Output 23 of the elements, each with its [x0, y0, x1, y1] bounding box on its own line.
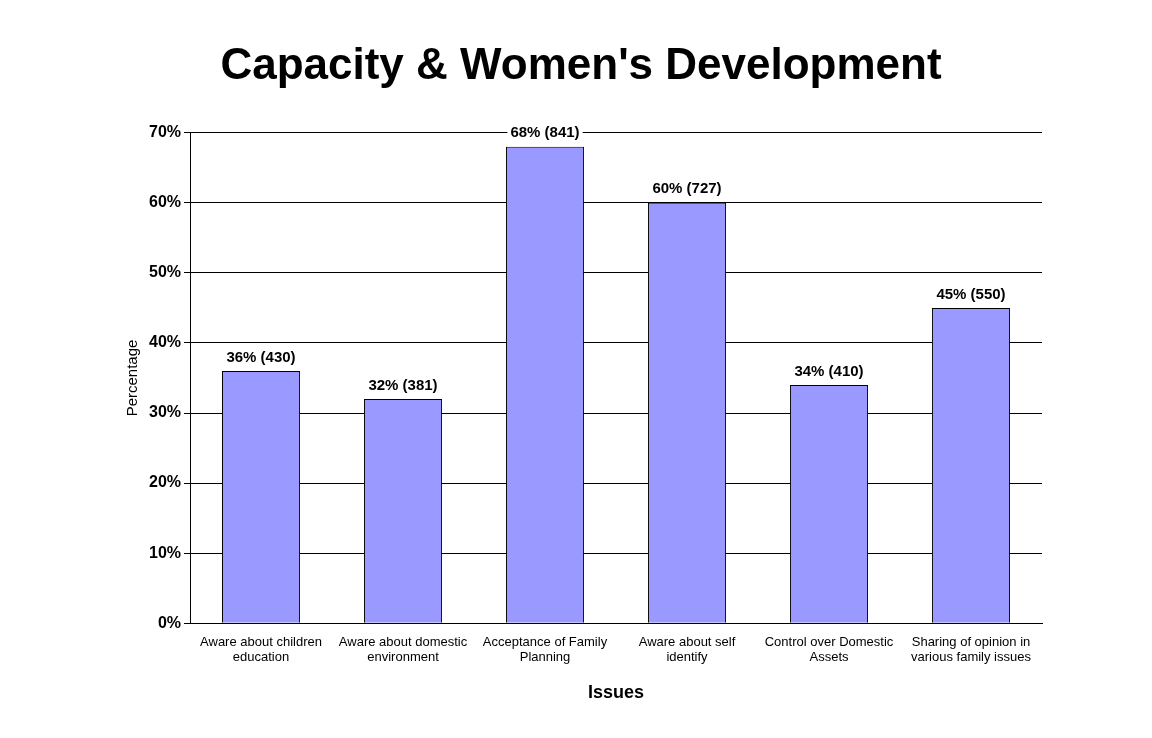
y-tick-label: 40% — [148, 333, 182, 351]
y-axis-title: Percentage — [123, 339, 141, 417]
x-tick-label: Aware about domestic environment — [338, 633, 468, 665]
chart-title: Capacity & Women's Development — [220, 38, 942, 88]
data-label: 32% (381) — [368, 375, 438, 393]
data-label: 45% (550) — [936, 284, 1006, 302]
x-tick-label: Acceptance of Family Planning — [482, 633, 608, 665]
x-tick-label: Sharing of opinion in various family issues — [911, 633, 1032, 665]
data-label: 36% (430) — [226, 347, 296, 365]
x-tick-label: Aware about self identify — [638, 633, 736, 665]
y-tick-label: 70% — [148, 123, 182, 141]
data-label: 60% (727) — [652, 179, 722, 197]
y-tick-label: 20% — [148, 473, 182, 491]
data-label: 34% (410) — [794, 361, 864, 379]
x-tick-label: Aware about children education — [200, 633, 322, 665]
y-tick-label: 30% — [148, 403, 182, 421]
data-label: 68% (841) — [510, 123, 580, 141]
y-tick-label: 50% — [148, 263, 182, 281]
y-tick-label: 10% — [148, 543, 182, 561]
y-tick-label: 0% — [157, 613, 182, 631]
x-axis-title: Issues — [587, 682, 645, 703]
x-tick-label: Control over Domestic Assets — [764, 633, 894, 665]
y-tick-label: 60% — [148, 193, 182, 211]
